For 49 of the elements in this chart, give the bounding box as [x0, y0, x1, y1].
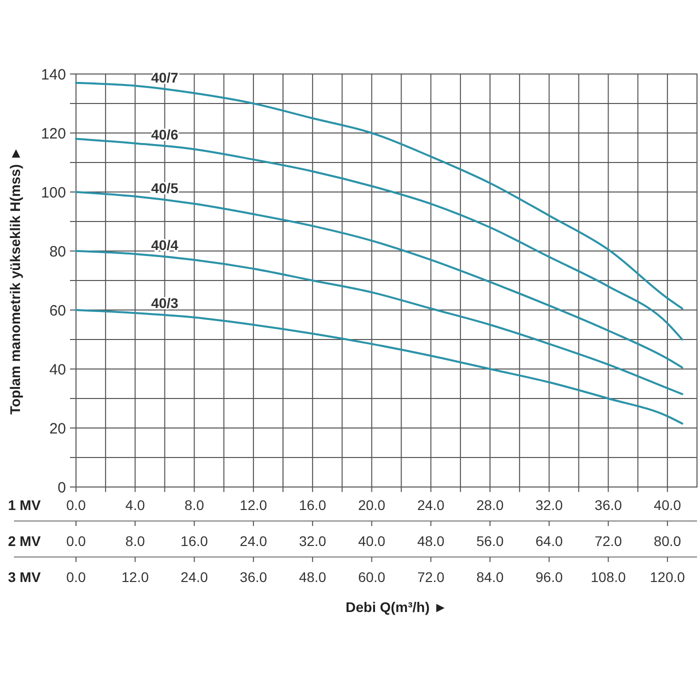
x2-tick-label: 48.0	[417, 532, 445, 549]
y-tick-label: 100	[40, 184, 66, 202]
x-tick-label: 8.0	[184, 496, 204, 513]
x-tick-label: 16.0	[298, 496, 326, 513]
text: 24.0	[180, 568, 208, 585]
text: 1 MV	[8, 496, 42, 513]
x2-tick-label: 72.0	[594, 532, 622, 549]
text: 60.0	[358, 568, 386, 585]
x-tick-label: 4.0	[125, 496, 146, 513]
y-tick-label: 120	[40, 125, 66, 142]
text: 2 MV	[8, 532, 42, 549]
text: 96.0	[536, 568, 563, 585]
line-series	[75, 309, 684, 425]
x2-tick-label: 40.0	[358, 532, 386, 549]
x2-tick-label: 24.0	[240, 532, 268, 549]
text: 36.0	[240, 568, 268, 585]
x2-tick-label: 16.0	[180, 532, 208, 549]
y-tick-label: 20	[49, 420, 66, 438]
y-tick-label: 80	[49, 243, 66, 260]
x2-tick-label: 80.0	[654, 532, 682, 549]
y-axis-title: Toplam manometrik yükseklik H(mss) ►	[7, 146, 23, 415]
text: 3 MV	[8, 568, 42, 585]
text: 0.0	[66, 568, 86, 585]
line-series	[75, 82, 684, 310]
x-axis-title: Debi Q(m³/h) ►	[346, 599, 448, 615]
y-tick-label: 140	[40, 66, 66, 84]
text: 120.0	[650, 568, 686, 585]
x-tick-label: 0.0	[66, 496, 86, 513]
x2-tick-label: 64.0	[536, 532, 563, 549]
x-tick-label: 24.0	[417, 496, 445, 513]
y-tick-label: 40	[49, 361, 66, 378]
x2-tick-label: 32.0	[298, 532, 326, 549]
line-series	[75, 250, 684, 396]
x-tick-label: 32.0	[536, 496, 563, 513]
x-tick-label: 20.0	[358, 496, 386, 513]
x-tick-label: 28.0	[476, 496, 504, 513]
y-tick-label: 0	[58, 479, 66, 496]
x-tick-label: 36.0	[594, 496, 622, 513]
x2-tick-label: 56.0	[476, 532, 504, 549]
x-tick-label: 40.0	[654, 496, 682, 513]
text: 72.0	[417, 568, 445, 585]
text: 108.0	[590, 568, 626, 585]
text: 84.0	[476, 568, 504, 585]
y-tick-label: 60	[49, 302, 66, 320]
x2-tick-label: 0.0	[66, 532, 86, 549]
text: 48.0	[298, 568, 326, 585]
x-tick-label: 12.0	[240, 496, 268, 513]
text: 12.0	[122, 568, 149, 585]
x2-tick-label: 8.0	[125, 532, 146, 549]
